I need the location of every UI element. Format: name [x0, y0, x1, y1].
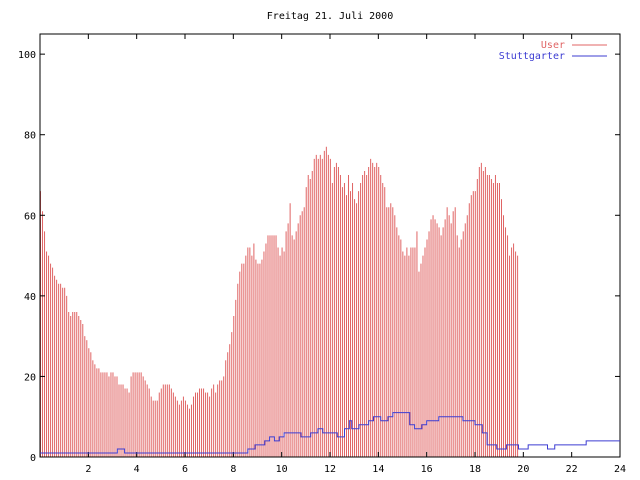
chart-title: Freitag 21. Juli 2000	[267, 11, 393, 22]
y-tick-label: 100	[18, 50, 36, 61]
y-tick-label: 40	[24, 292, 36, 303]
x-tick-label: 12	[324, 464, 336, 475]
y-tick-label: 0	[30, 453, 36, 464]
stuttgarter-line	[40, 412, 620, 454]
user-bars	[40, 146, 519, 457]
x-tick-label: 2	[85, 464, 91, 475]
series-lines	[40, 412, 620, 454]
x-tick-label: 6	[182, 464, 188, 475]
x-tick-label: 14	[372, 464, 384, 475]
y-tick-label: 60	[24, 211, 36, 222]
y-tick-label: 20	[24, 372, 36, 383]
x-tick-label: 24	[614, 464, 626, 475]
x-tick-label: 18	[469, 464, 481, 475]
legend-label: User	[541, 40, 565, 51]
legend-label: Stuttgarter	[499, 51, 565, 62]
x-tick-label: 20	[517, 464, 529, 475]
x-tick-label: 8	[230, 464, 236, 475]
x-tick-label: 10	[276, 464, 288, 475]
x-tick-label: 22	[566, 464, 578, 475]
y-tick-label: 80	[24, 131, 36, 142]
x-tick-label: 16	[421, 464, 433, 475]
x-tick-label: 4	[134, 464, 140, 475]
